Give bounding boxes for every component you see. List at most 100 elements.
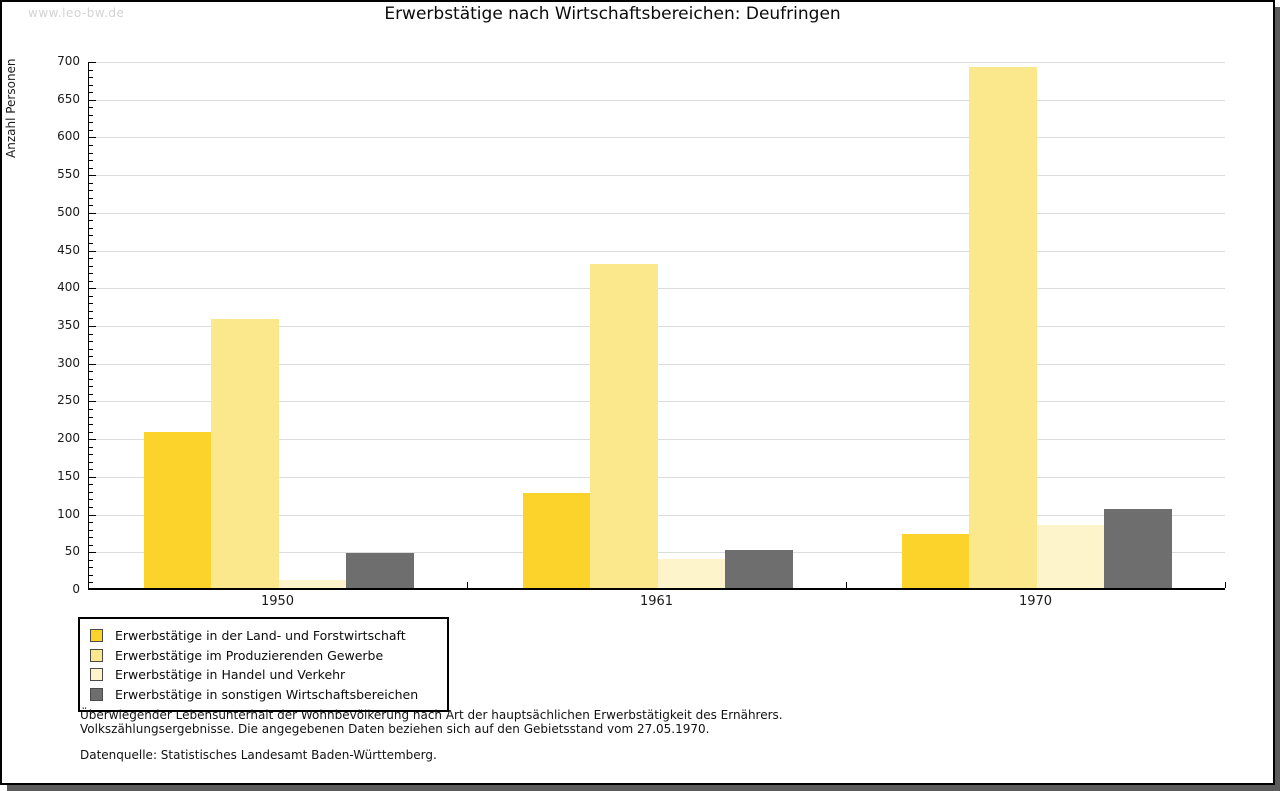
legend-label: Erwerbstätige in Handel und Verkehr bbox=[115, 667, 346, 683]
y-axis-minor-tick bbox=[89, 182, 93, 184]
legend-swatch-sonstige bbox=[90, 687, 103, 701]
gridline bbox=[89, 137, 1225, 139]
y-axis-minor-tick bbox=[89, 220, 93, 222]
y-axis-minor-tick bbox=[89, 424, 93, 426]
y-tick-label: 650 bbox=[57, 91, 80, 106]
y-axis-minor-tick bbox=[89, 265, 93, 267]
y-axis-minor-tick bbox=[89, 559, 93, 561]
data-source: Datenquelle: Statistisches Landesamt Bad… bbox=[80, 748, 437, 762]
bar-1950-series1 bbox=[211, 319, 279, 588]
y-axis-minor-tick bbox=[89, 348, 93, 350]
y-tick-label: 150 bbox=[57, 468, 80, 483]
y-axis-major-tick bbox=[89, 401, 96, 403]
bar-1961-series2 bbox=[657, 559, 725, 588]
y-axis-minor-tick bbox=[89, 295, 93, 297]
y-axis-minor-tick bbox=[89, 393, 93, 395]
y-axis-minor-tick bbox=[89, 280, 93, 282]
y-axis-minor-tick bbox=[89, 107, 93, 109]
y-axis-minor-tick bbox=[89, 318, 93, 320]
chart-title: Erwerbstätige nach Wirtschaftsbereichen:… bbox=[384, 4, 841, 24]
y-axis-minor-tick bbox=[89, 582, 93, 584]
y-axis-minor-tick bbox=[89, 122, 93, 124]
gridline bbox=[89, 62, 1225, 63]
y-axis-minor-tick bbox=[89, 544, 93, 546]
y-axis-minor-tick bbox=[89, 235, 93, 237]
y-axis-minor-tick bbox=[89, 491, 93, 493]
y-axis-minor-tick bbox=[89, 190, 93, 192]
y-tick-label: 300 bbox=[57, 355, 80, 370]
legend-item: Erwerbstätige im Produzierenden Gewerbe bbox=[90, 646, 437, 666]
bar-1970-series1 bbox=[969, 67, 1037, 588]
y-axis-minor-tick bbox=[89, 310, 93, 312]
y-axis-minor-tick bbox=[89, 92, 93, 94]
y-axis-major-tick bbox=[89, 439, 96, 441]
y-axis-minor-tick bbox=[89, 431, 93, 433]
y-tick-label: 0 bbox=[72, 582, 80, 596]
y-axis-minor-tick bbox=[89, 461, 93, 463]
y-axis-title: Anzahl Personen bbox=[4, 58, 18, 158]
bar-1961-series1 bbox=[590, 264, 658, 588]
y-tick-label: 550 bbox=[57, 167, 80, 182]
legend-item: Erwerbstätige in sonstigen Wirtschaftsbe… bbox=[90, 685, 437, 705]
y-axis-minor-tick bbox=[89, 446, 93, 448]
x-axis-tick bbox=[467, 582, 468, 588]
gridline bbox=[89, 99, 1225, 101]
y-axis-major-tick bbox=[89, 552, 96, 554]
y-tick-label: 400 bbox=[57, 280, 80, 295]
gridline bbox=[89, 250, 1225, 252]
y-axis-minor-tick bbox=[89, 507, 93, 509]
y-axis-major-tick bbox=[89, 175, 96, 177]
y-axis-major-tick bbox=[89, 288, 96, 290]
y-axis-minor-tick bbox=[89, 356, 93, 358]
panel-shadow-bottom bbox=[7, 785, 1280, 791]
y-axis-minor-tick bbox=[89, 454, 93, 456]
y-axis-major-tick bbox=[89, 250, 96, 252]
bar-1970-series2 bbox=[1036, 525, 1104, 588]
footnote-line2: Volkszählungsergebnisse. Die angegebenen… bbox=[80, 722, 710, 736]
gridline bbox=[89, 212, 1225, 214]
y-tick-label: 700 bbox=[57, 54, 80, 68]
y-axis-major-tick bbox=[89, 514, 96, 516]
y-axis-minor-tick bbox=[89, 152, 93, 154]
y-axis-minor-tick bbox=[89, 499, 93, 501]
legend-label: Erwerbstätige in der Land- und Forstwirt… bbox=[115, 628, 406, 644]
y-axis-major-tick bbox=[89, 476, 96, 478]
y-axis-major-tick bbox=[89, 326, 96, 327]
y-tick-label: 350 bbox=[57, 318, 80, 332]
y-axis-minor-tick bbox=[89, 333, 93, 335]
y-tick-label: 500 bbox=[57, 204, 80, 219]
bar-1970-series3 bbox=[1104, 509, 1172, 588]
y-axis-minor-tick bbox=[89, 273, 93, 275]
bar-1950-series3 bbox=[346, 553, 414, 588]
bar-1961-series3 bbox=[725, 550, 793, 588]
y-axis-minor-tick bbox=[89, 144, 93, 146]
footnote-line1: Überwiegender Lebensunterhalt der Wohnbe… bbox=[80, 708, 783, 722]
y-axis-minor-tick bbox=[89, 167, 93, 169]
y-axis-minor-tick bbox=[89, 386, 93, 388]
watermark: www.leo-bw.de bbox=[28, 6, 125, 20]
y-axis-major-tick bbox=[89, 62, 96, 63]
y-axis-minor-tick bbox=[89, 574, 93, 576]
bar-1950-series2 bbox=[278, 580, 346, 588]
y-axis-minor-tick bbox=[89, 160, 93, 162]
y-axis-minor-tick bbox=[89, 69, 93, 71]
y-axis-minor-tick bbox=[89, 205, 93, 207]
y-axis-minor-tick bbox=[89, 303, 93, 305]
y-axis-minor-tick bbox=[89, 522, 93, 524]
bar-1950-series0 bbox=[143, 432, 211, 588]
plot-area bbox=[88, 62, 1226, 590]
legend-label: Erwerbstätige im Produzierenden Gewerbe bbox=[115, 647, 384, 663]
y-axis-minor-tick bbox=[89, 258, 93, 260]
y-axis-minor-tick bbox=[89, 341, 93, 343]
y-tick-label: 250 bbox=[57, 393, 80, 408]
y-tick-label: 600 bbox=[57, 129, 80, 144]
bar-1970-series0 bbox=[901, 534, 969, 588]
y-tick-label: 200 bbox=[57, 431, 80, 446]
y-axis-minor-tick bbox=[89, 243, 93, 245]
y-axis-minor-tick bbox=[89, 567, 93, 569]
y-axis-minor-tick bbox=[89, 408, 93, 410]
y-axis-major-tick bbox=[89, 99, 96, 101]
y-tick-label: 100 bbox=[57, 506, 80, 521]
y-axis-minor-tick bbox=[89, 114, 93, 116]
y-axis-major-tick bbox=[89, 212, 96, 214]
